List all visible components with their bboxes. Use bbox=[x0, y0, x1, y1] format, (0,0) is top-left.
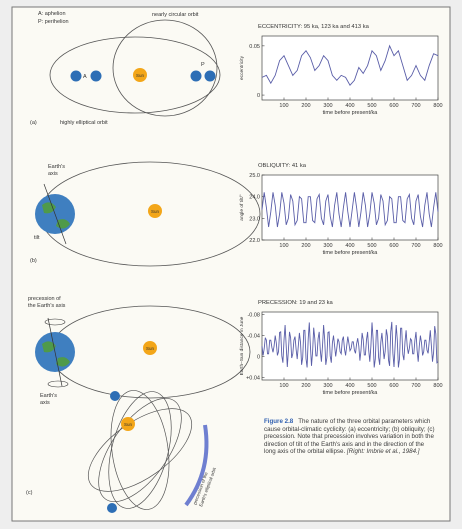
y-axis-label: eccentricity bbox=[239, 55, 245, 80]
x-tick-label: 700 bbox=[411, 103, 420, 109]
label: Earth's bbox=[48, 164, 65, 170]
x-tick-label: 500 bbox=[367, 383, 376, 389]
label: (c) bbox=[26, 490, 33, 496]
earth bbox=[191, 71, 202, 82]
chart-title: OBLIQUITY: 41 ka bbox=[258, 163, 307, 169]
x-tick-label: 500 bbox=[367, 103, 376, 109]
y-axis-label: angle of tilt/° bbox=[239, 194, 245, 221]
chart-title: ECCENTRICITY: 95 ka, 123 ka and 413 ka bbox=[258, 24, 370, 30]
label: highly elliptical orbit bbox=[60, 120, 108, 126]
x-tick-label: 600 bbox=[389, 103, 398, 109]
label: Earth's bbox=[40, 393, 57, 399]
x-tick-label: 500 bbox=[367, 243, 376, 249]
earth bbox=[205, 71, 216, 82]
chart-title: PRECESSION: 19 and 23 ka bbox=[258, 300, 334, 306]
y-tick-label: -0.04 bbox=[247, 334, 260, 340]
x-tick-label: 700 bbox=[411, 383, 420, 389]
label: precession of bbox=[28, 296, 61, 302]
label: Sun bbox=[146, 346, 155, 351]
x-tick-label: 200 bbox=[301, 103, 310, 109]
y-tick-label: 0 bbox=[257, 93, 260, 99]
y-tick-label: 0.05 bbox=[249, 44, 260, 50]
y-tick-label: 25.0 bbox=[249, 173, 260, 179]
y-tick-label: 23.0 bbox=[249, 216, 260, 222]
x-tick-label: 300 bbox=[323, 103, 332, 109]
x-tick-label: 100 bbox=[279, 383, 288, 389]
x-tick-label: 200 bbox=[301, 383, 310, 389]
label: axis bbox=[40, 400, 50, 406]
x-tick-label: 400 bbox=[345, 243, 354, 249]
y-tick-label: +0.04 bbox=[246, 375, 260, 381]
y-tick-label: 24.0 bbox=[249, 195, 260, 201]
y-tick-label: -0.08 bbox=[247, 313, 260, 319]
label: (a) bbox=[30, 120, 37, 126]
x-tick-label: 200 bbox=[301, 243, 310, 249]
label: P: perihelion bbox=[38, 19, 69, 25]
label: A: aphelion bbox=[38, 11, 66, 17]
label: (b) bbox=[30, 258, 37, 264]
plot-frame bbox=[262, 36, 438, 100]
x-tick-label: 800 bbox=[433, 383, 442, 389]
x-tick-label: 700 bbox=[411, 243, 420, 249]
label: nearly circular orbit bbox=[152, 12, 199, 18]
x-axis-label: time before present/ka bbox=[323, 250, 379, 256]
label: A bbox=[83, 74, 87, 80]
plot-frame bbox=[262, 175, 438, 240]
label: Sun bbox=[151, 209, 160, 214]
x-axis-label: time before present/ka bbox=[323, 390, 379, 396]
earth bbox=[110, 391, 120, 401]
x-tick-label: 600 bbox=[389, 383, 398, 389]
page: A: aphelion P: perihelion nearly circula… bbox=[0, 0, 462, 529]
caption-reference: [Right: Imbrie et al., 1984.] bbox=[347, 448, 420, 455]
x-tick-label: 300 bbox=[323, 243, 332, 249]
y-axis-label: Earth–Sun distance in June bbox=[239, 316, 245, 375]
x-tick-label: 800 bbox=[433, 103, 442, 109]
x-tick-label: 300 bbox=[323, 383, 332, 389]
label: tilt bbox=[34, 235, 40, 241]
x-tick-label: 100 bbox=[279, 243, 288, 249]
x-tick-label: 600 bbox=[389, 243, 398, 249]
y-tick-label: 0 bbox=[257, 354, 260, 360]
earth bbox=[71, 71, 82, 82]
earth bbox=[107, 503, 117, 513]
caption: Figure 2.8 The nature of the three orbit… bbox=[264, 418, 436, 456]
earth bbox=[91, 71, 102, 82]
y-tick-label: 22.0 bbox=[249, 238, 260, 244]
label: axis bbox=[48, 171, 58, 177]
label: the Earth's axis bbox=[28, 303, 66, 309]
label: P bbox=[201, 62, 205, 68]
x-tick-label: 800 bbox=[433, 243, 442, 249]
label: Sun bbox=[124, 422, 133, 427]
x-axis-label: time before present/ka bbox=[323, 110, 379, 116]
caption-label: Figure 2.8 bbox=[264, 418, 293, 425]
x-tick-label: 100 bbox=[279, 103, 288, 109]
label: Sun bbox=[136, 73, 145, 78]
x-tick-label: 400 bbox=[345, 383, 354, 389]
x-tick-label: 400 bbox=[345, 103, 354, 109]
